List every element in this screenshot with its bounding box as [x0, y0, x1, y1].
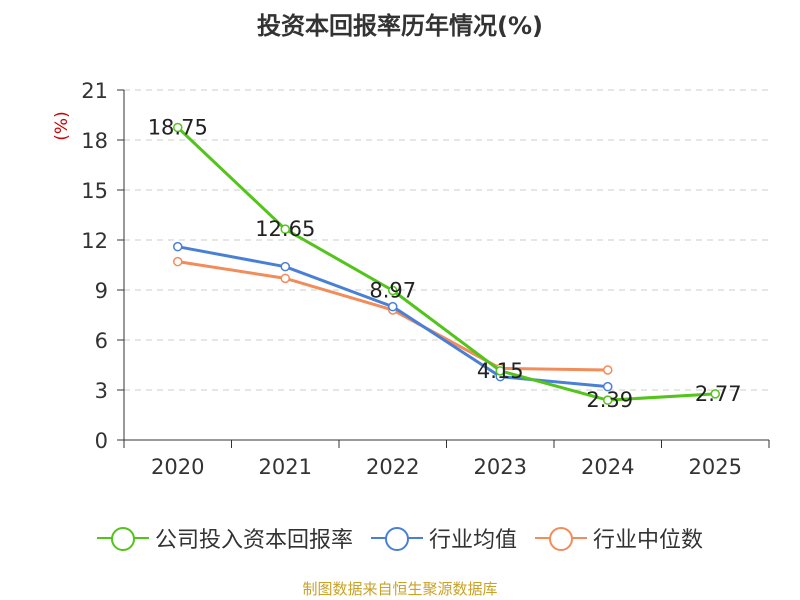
data-point — [280, 273, 290, 284]
data-point — [280, 224, 290, 234]
y-tick-label: 15 — [81, 179, 108, 203]
y-tick-label: 12 — [81, 229, 108, 253]
y-tick-label: 18 — [81, 129, 108, 153]
data-point — [603, 365, 613, 375]
line-chart: (%) 0 3 6 9 12 15 18 21 2020 2021 2022 2023 2024 2025… — [52, 79, 770, 479]
data-label: 2.77 — [695, 382, 742, 406]
data-label: 8.97 — [369, 279, 416, 303]
x-tick-label: 2022 — [366, 455, 419, 479]
legend-label: 行业中位数 — [593, 528, 704, 553]
y-tick-label: 0 — [95, 429, 108, 453]
data-point — [603, 395, 613, 405]
x-tick-label: 2021 — [259, 455, 312, 479]
data-point — [603, 381, 613, 392]
y-tick-label: 3 — [95, 379, 108, 403]
data-label: 4.15 — [477, 359, 524, 383]
series-line — [176, 245, 610, 389]
y-tick-label: 6 — [95, 329, 108, 353]
data-label: 12.65 — [255, 217, 315, 241]
x-tick-label: 2024 — [581, 455, 634, 479]
x-tick-label: 2020 — [151, 455, 204, 479]
legend-item[interactable]: 行业中位数 — [535, 522, 703, 554]
source-note: 制图数据来自恒生聚源数据库 — [302, 580, 498, 598]
legend-item[interactable]: 公司投入资本回报率 — [96, 522, 353, 554]
grid-lines — [124, 89, 769, 391]
data-point — [388, 285, 398, 296]
legend-marker-icon — [96, 526, 149, 551]
data-point — [710, 389, 720, 399]
data-point — [280, 261, 290, 272]
chart-title: 投资本回报率历年情况(%) — [257, 12, 543, 40]
data-point — [495, 366, 505, 376]
y-axis-label: (%) — [52, 111, 72, 140]
x-tick-label: 2025 — [689, 455, 742, 479]
data-point — [173, 256, 183, 267]
axes: 0 3 6 9 12 15 18 21 2020 2021 2022 2023 2024 2025 — [81, 79, 770, 479]
legend-marker-icon — [370, 526, 423, 551]
x-tick-label: 2023 — [474, 455, 527, 479]
legend: 公司投入资本回报率 行业均值 行业中位数 — [0, 518, 800, 558]
data-labels: 18.75 12.65 8.97 4.15 2.39 2.77 — [148, 116, 742, 413]
legend-label: 行业均值 — [428, 528, 517, 553]
legend-label: 公司投入资本回报率 — [154, 528, 353, 553]
series-line — [176, 126, 717, 402]
legend-item[interactable]: 行业均值 — [370, 522, 517, 554]
data-point — [173, 122, 183, 133]
data-point — [388, 301, 398, 312]
y-tick-label: 21 — [81, 79, 108, 103]
data-point — [173, 241, 183, 252]
y-tick-label: 9 — [95, 279, 108, 303]
legend-marker-icon — [535, 526, 587, 551]
data-label: 18.75 — [148, 116, 208, 140]
data-label: 2.39 — [586, 388, 633, 412]
series-lines — [173, 122, 720, 405]
